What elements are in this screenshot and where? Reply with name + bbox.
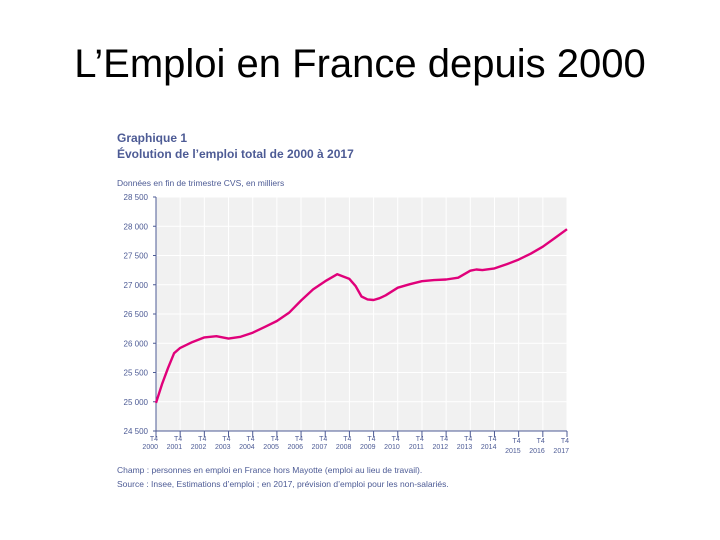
x-tick-quarter: T4: [440, 436, 448, 443]
figure-units: Données en fin de trimestre CVS, en mill…: [117, 178, 285, 188]
x-tick-quarter: T4: [222, 436, 230, 443]
y-tick-label: 25 000: [124, 398, 149, 407]
plot-area: 24 500 25 000 25 500 26 000 26 500 27 000 27 5…: [124, 193, 570, 455]
x-tick-year: 2000: [142, 444, 158, 451]
x-tick-year: 2012: [433, 444, 449, 451]
y-tick-label: 24 500: [124, 427, 149, 436]
x-tick-quarter: T4: [174, 436, 182, 443]
y-tick-label: 28 500: [124, 193, 149, 202]
x-tick-year: 2014: [481, 444, 497, 451]
x-tick-year: 2017: [553, 448, 569, 455]
x-tick-year: 2011: [409, 444, 424, 451]
x-tick-year: 2015: [505, 448, 521, 455]
x-tick-quarter: T4: [464, 436, 472, 443]
y-tick-label: 26 500: [124, 310, 149, 319]
x-tick-year: 2010: [384, 444, 400, 451]
x-tick-year: 2002: [191, 444, 207, 451]
x-tick-year: 2006: [287, 444, 303, 451]
x-tick-year: 2013: [457, 444, 473, 451]
y-tick-label: 28 000: [124, 222, 149, 231]
note-source: Source : Insee, Estimations d’emploi ; e…: [117, 479, 449, 489]
x-tick-quarter: T4: [295, 436, 303, 443]
x-tick-quarter: T4: [343, 436, 351, 443]
x-tick-year: 2004: [239, 444, 255, 451]
x-tick-year: 2005: [263, 444, 279, 451]
note-scope: Champ : personnes en emploi en France ho…: [117, 465, 423, 475]
x-tick-year: 2008: [336, 444, 352, 451]
figure-title: Évolution de l’emploi total de 2000 à 20…: [117, 147, 354, 161]
x-tick-year: 2001: [167, 444, 183, 451]
x-tick-quarter: T4: [561, 438, 569, 445]
x-tick-quarter: T4: [367, 436, 375, 443]
figure-label: Graphique 1: [117, 131, 188, 145]
y-tick-label: 27 500: [124, 252, 149, 261]
x-tick-quarter: T4: [247, 436, 255, 443]
x-tick-quarter: T4: [512, 438, 520, 445]
y-tick-label: 27 000: [124, 281, 149, 290]
y-tick-label: 25 500: [124, 369, 149, 378]
x-tick-quarter: T4: [537, 438, 545, 445]
x-tick-quarter: T4: [319, 436, 327, 443]
x-tick-quarter: T4: [392, 436, 400, 443]
x-tick-quarter: T4: [416, 436, 424, 443]
x-tick-year: 2016: [529, 448, 545, 455]
y-tick-label: 26 000: [124, 339, 149, 348]
x-tick-quarter: T4: [198, 436, 206, 443]
employment-series-line: [154, 228, 568, 404]
x-tick-year: 2009: [360, 444, 376, 451]
x-tick-year: 2007: [312, 444, 328, 451]
x-tick-quarter: T4: [488, 436, 496, 443]
x-tick-quarter: T4: [150, 436, 158, 443]
x-tick-year: 2003: [215, 444, 231, 451]
slide-title: L’Emploi en France depuis 2000: [74, 42, 646, 86]
x-tick-quarter: T4: [271, 436, 279, 443]
